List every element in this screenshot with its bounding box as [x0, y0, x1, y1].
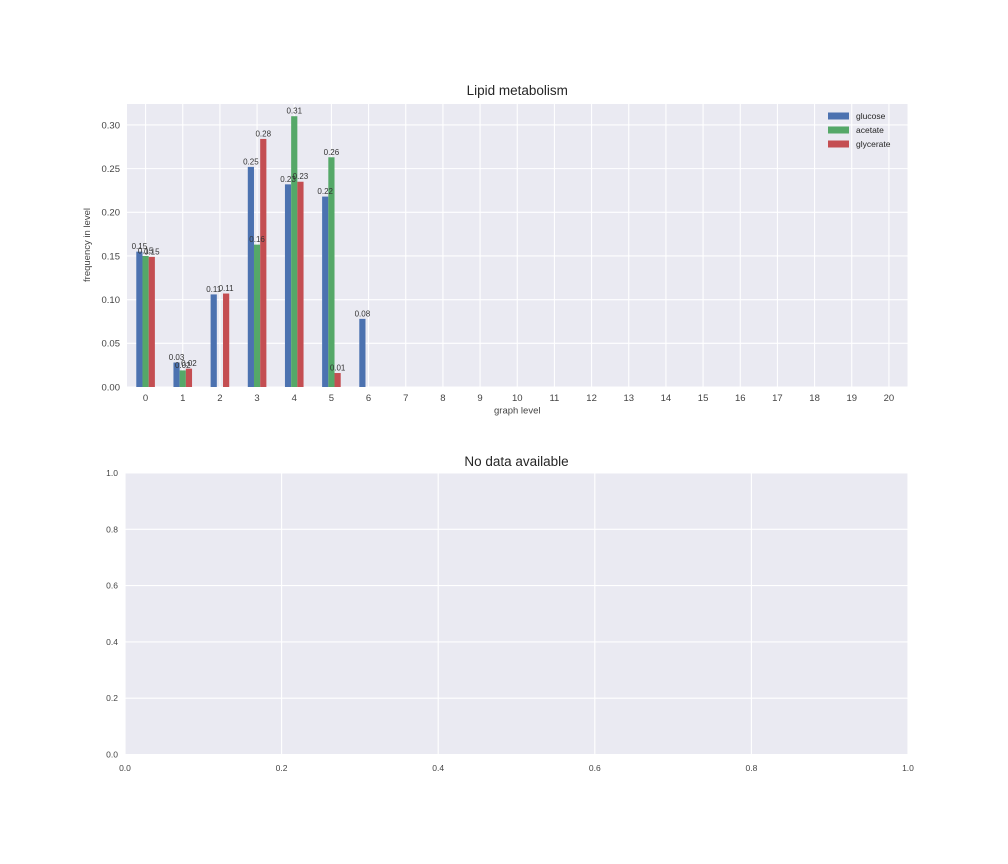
x-tick-label: 7 [403, 393, 408, 404]
legend-swatch-acetate [828, 126, 849, 134]
x-tick-label: 19 [846, 393, 857, 404]
x-tick-label: 5 [329, 393, 334, 404]
x-tick-label: 11 [549, 393, 559, 404]
bar-acetate-1 [179, 370, 186, 387]
y-tick-label: 0.05 [102, 339, 121, 350]
x-tick-label: 3 [254, 393, 259, 404]
x-tick-label: 17 [772, 393, 783, 404]
x-tick-label: 9 [477, 393, 482, 404]
lipid-metabolism-chart: 0.15 0.03 0.11 0.25 0.23 0.22 0.08 0.15 0.02 0.16… [82, 83, 908, 417]
y-tick-label: 0.30 [102, 120, 121, 131]
y-tick-label: 0.00 [102, 382, 121, 393]
x-tick-label: 0.4 [432, 763, 444, 773]
y-tick-label: 0.15 [102, 251, 121, 262]
y-tick-label: 0.6 [106, 581, 118, 591]
y-tick-label: 0.25 [102, 164, 121, 175]
x-tick-label: 8 [440, 393, 445, 404]
legend-swatch-glucose [828, 112, 849, 120]
bar-value-label: 0.11 [206, 285, 222, 294]
bar-value-label: 0.15 [132, 242, 148, 251]
bar-glycerate-3 [260, 138, 267, 387]
bar-acetate-5 [328, 157, 335, 387]
x-tick-label: 1 [180, 393, 185, 404]
x-axis-label: graph level [494, 406, 540, 417]
y-tick-label: 0.4 [106, 637, 118, 647]
bar-value-label: 0.02 [175, 361, 191, 370]
bar-acetate-4 [291, 116, 298, 387]
y-tick-label: 0.8 [106, 524, 118, 534]
x-tick-label: 16 [735, 393, 746, 404]
bar-glycerate-5 [334, 373, 341, 387]
bar-glucose-5 [322, 196, 329, 387]
legend-label-acetate: acetate [856, 125, 884, 135]
x-tick-label: 0.2 [276, 763, 288, 773]
bar-value-label: 0.02 [181, 359, 197, 368]
bar-value-label: 0.31 [286, 107, 302, 116]
no-data-chart: 0.0 0.2 0.4 0.6 0.8 1.0 0.0 0.2 0.4 0.6 0.8 1.0 No d… [106, 454, 914, 773]
bar-glucose-6 [359, 318, 366, 387]
x-tick-label: 18 [809, 393, 820, 404]
legend-swatch-glycerate [828, 140, 849, 148]
bar-glucose-1 [173, 362, 180, 387]
x-tick-label: 15 [698, 393, 709, 404]
chart-title: No data available [464, 454, 568, 469]
x-tick-label: 1.0 [902, 763, 914, 773]
x-tick-label: 2 [217, 393, 222, 404]
bar-glycerate-0 [148, 256, 155, 387]
bar-value-label: 0.23 [293, 172, 309, 181]
bar-glycerate-4 [297, 181, 304, 387]
bar-acetate-3 [253, 244, 261, 387]
bar-value-label: 0.01 [330, 364, 346, 373]
y-tick-label: 1.0 [106, 468, 118, 478]
bar-value-label: 0.23 [280, 175, 296, 184]
bar-value-label: 0.15 [138, 246, 154, 255]
x-tick-label: 12 [586, 393, 597, 404]
bar-value-label: 0.28 [255, 129, 271, 138]
bar-glucose-0 [136, 251, 143, 387]
bar-value-label: 0.26 [324, 148, 340, 157]
x-tick-label: 20 [884, 393, 895, 404]
bar-glycerate-2 [223, 293, 230, 387]
bar-value-label: 0.16 [249, 235, 265, 244]
y-tick-label: 0.10 [102, 295, 121, 306]
x-tick-label: 13 [623, 393, 634, 404]
legend: glucose acetate glycerate [828, 111, 891, 149]
y-tick-label: 0.20 [102, 208, 121, 219]
legend-label-glucose: glucose [856, 111, 886, 121]
bar-glycerate-1 [185, 368, 193, 387]
bar-value-label: 0.15 [144, 247, 160, 256]
x-tick-label: 14 [661, 393, 672, 404]
x-tick-label: 4 [292, 393, 297, 404]
bar-glucose-4 [284, 184, 292, 387]
x-tick-label: 0 [143, 393, 148, 404]
bar-value-label: 0.22 [317, 187, 333, 196]
y-tick-label: 0.2 [106, 693, 118, 703]
bar-glucose-2 [210, 294, 217, 387]
bar-value-label: 0.03 [169, 353, 185, 362]
bar-glucose-3 [247, 166, 254, 387]
bar-acetate-0 [142, 255, 149, 387]
x-tick-label: 0.8 [745, 763, 757, 773]
bar-value-label: 0.11 [219, 284, 235, 293]
x-tick-label: 6 [366, 393, 371, 404]
y-tick-label: 0.0 [106, 750, 118, 760]
legend-label-glycerate: glycerate [856, 139, 891, 149]
plot-area [125, 473, 908, 755]
x-tick-label: 0.6 [589, 763, 601, 773]
bar-value-label: 0.25 [243, 157, 259, 166]
x-tick-label: 10 [512, 393, 523, 404]
y-axis-label: frequency in level [82, 208, 93, 282]
x-tick-label: 0.0 [119, 763, 131, 773]
bar-value-label: 0.08 [355, 309, 371, 318]
chart-title: Lipid metabolism [467, 83, 568, 98]
